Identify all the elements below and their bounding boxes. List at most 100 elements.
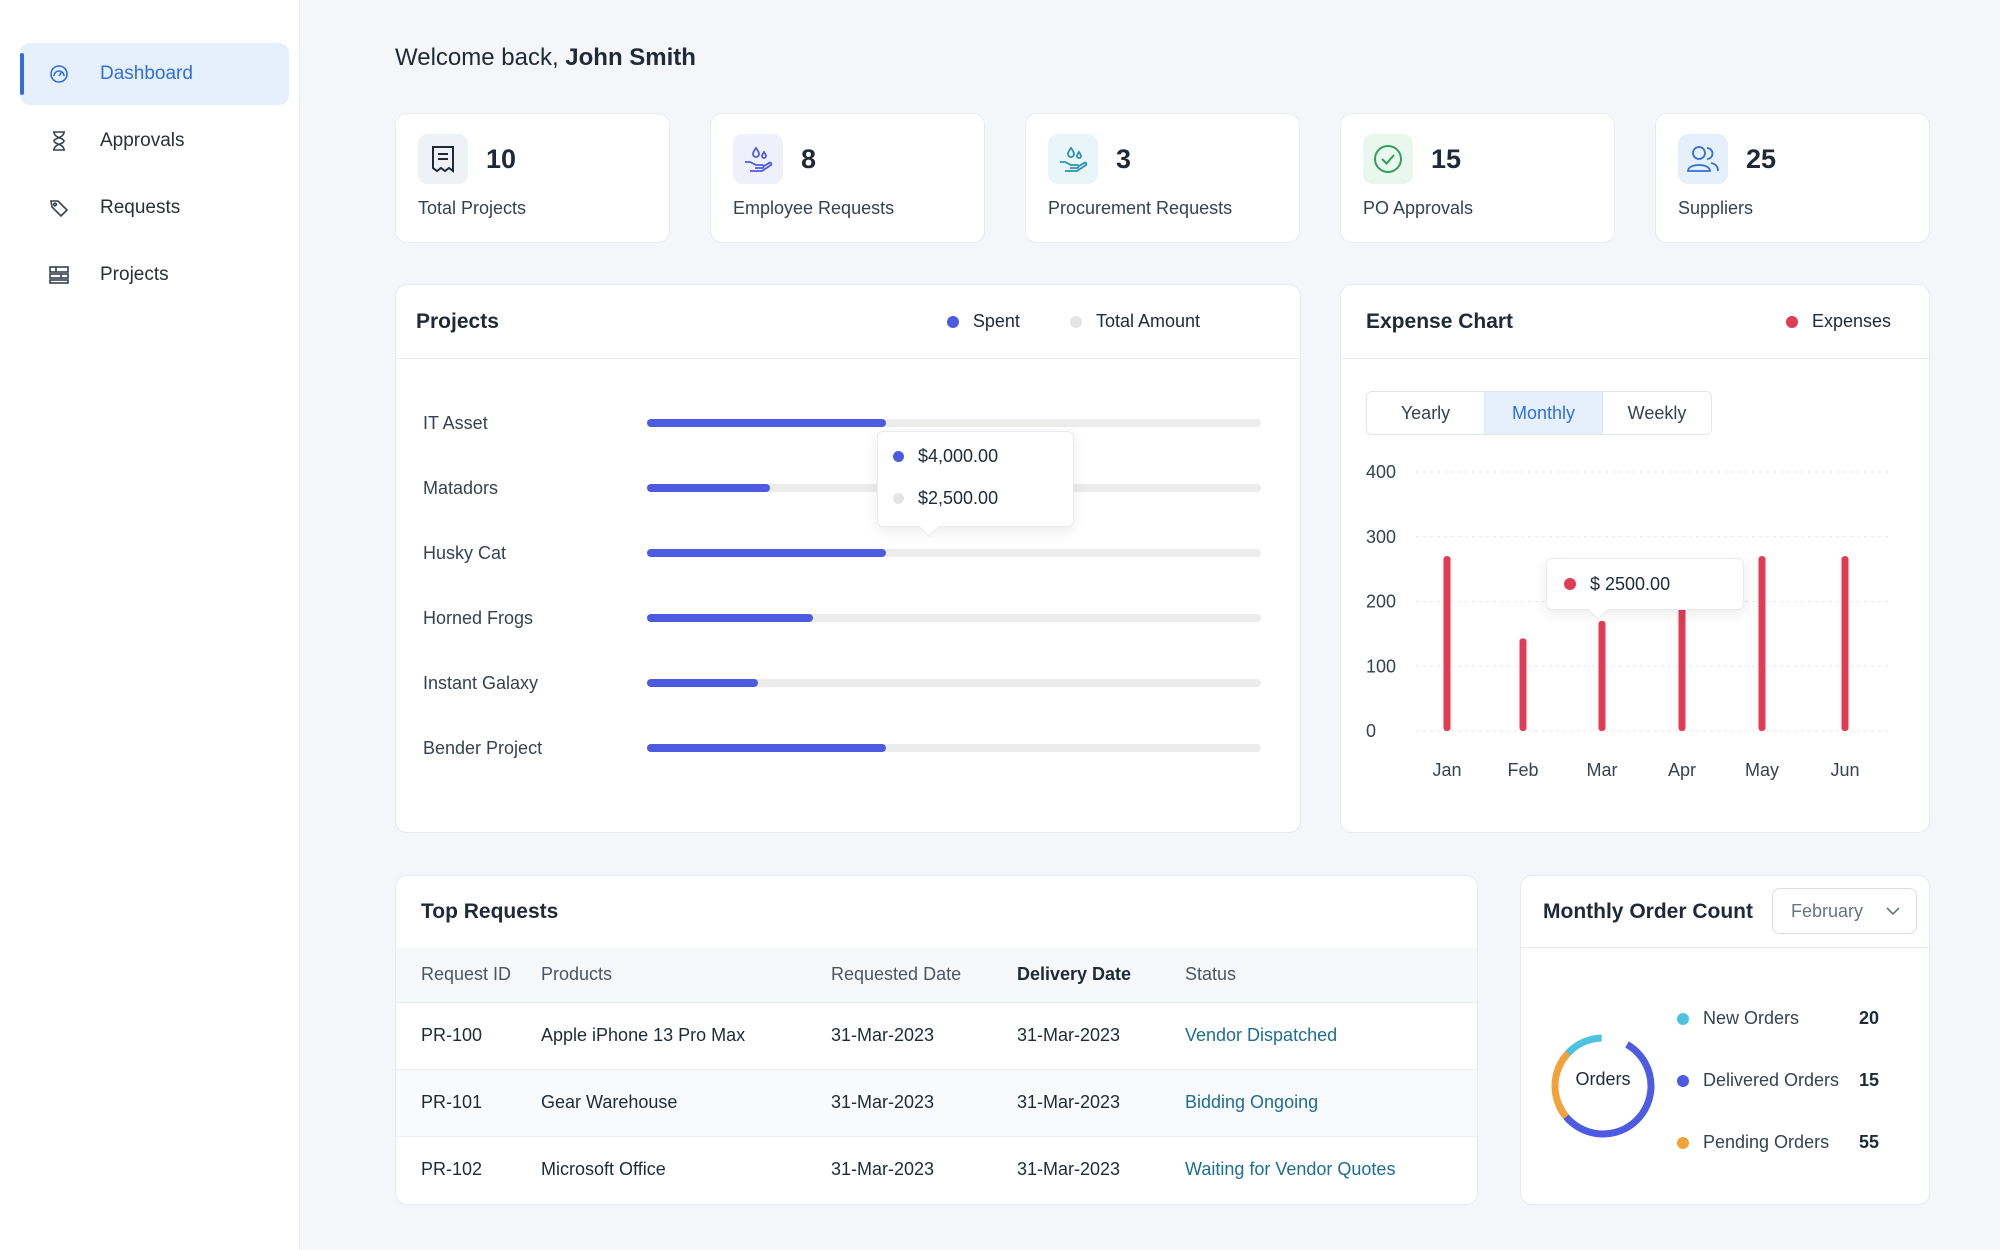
expense-bar-jan[interactable] (1443, 556, 1451, 731)
sidebar-item-requests[interactable]: Requests (20, 177, 289, 239)
tab-yearly[interactable]: Yearly (1367, 392, 1485, 434)
cell-request-id: PR-102 (421, 1159, 483, 1180)
stat-label: Suppliers (1678, 198, 1754, 218)
tooltip-dot-spent (893, 451, 904, 462)
month-select[interactable]: February (1772, 888, 1917, 934)
tag-icon (48, 197, 70, 219)
users-icon (1678, 134, 1728, 184)
col-request-id[interactable]: Request ID (396, 948, 541, 1003)
project-row[interactable]: Husky Cat (423, 538, 1261, 568)
sidebar-item-label: Dashboard (100, 63, 193, 84)
legend-dot-spent (946, 315, 959, 328)
projects-panel-header: Projects Spent Total Amount (396, 285, 1300, 359)
donut-center-label: Orders (1575, 1069, 1631, 1089)
panel-title: Monthly Order Count (1543, 899, 1753, 923)
panel-title: Expense Chart (1366, 309, 1514, 333)
x-tick-label: Apr (1668, 760, 1696, 780)
col-delivery-date[interactable]: Delivery Date (1017, 948, 1185, 1003)
expense-bar-feb[interactable] (1519, 638, 1527, 731)
donut-segment-new (1551, 1034, 1655, 1138)
hand-drops-icon (1048, 134, 1098, 184)
chevron-down-icon (1886, 906, 1900, 916)
spent-bar (647, 679, 758, 687)
cell-delivery-date: 31-Mar-2023 (1017, 1002, 1185, 1070)
table-row[interactable]: PR-101 Gear Warehouse 31-Mar-2023 31-Mar… (396, 1069, 1477, 1137)
col-products[interactable]: Products (541, 948, 831, 1003)
tab-monthly[interactable]: Monthly (1485, 392, 1603, 434)
order-legend-new: New Orders 20 (1677, 1008, 1879, 1029)
projects-legend: Spent Total Amount (946, 311, 1200, 332)
table-row[interactable]: PR-102 Microsoft Office 31-Mar-2023 31-M… (396, 1136, 1477, 1203)
sidebar-item-approvals[interactable]: Approvals (20, 110, 289, 172)
spent-bar (647, 549, 887, 557)
expense-tooltip: $ 2500.00 (1546, 558, 1744, 620)
spent-bar (647, 484, 770, 492)
x-tick-label: Jun (1830, 760, 1859, 780)
cell-status-link[interactable]: Vendor Dispatched (1185, 1002, 1477, 1070)
expense-bar-jun[interactable] (1841, 556, 1849, 731)
expense-bar-mar[interactable] (1598, 620, 1606, 731)
orders-donut (1551, 1034, 1655, 1138)
cell-requested-date: 31-Mar-2023 (831, 1069, 1017, 1137)
welcome-heading: Welcome back, John Smith (395, 44, 696, 71)
sidebar-item-dashboard[interactable]: Dashboard (20, 43, 289, 105)
project-row[interactable]: Instant Galaxy (423, 668, 1261, 698)
tooltip-dot-total (893, 493, 904, 504)
y-tick-label: 400 (1366, 462, 1396, 482)
stat-card-po-approvals[interactable]: 15 PO Approvals (1340, 113, 1615, 243)
cell-product: Apple iPhone 13 Pro Max (541, 1002, 831, 1070)
col-status[interactable]: Status (1185, 948, 1477, 1003)
project-row[interactable]: Horned Frogs (423, 603, 1261, 633)
tooltip-total-value: $2,500.00 (918, 488, 999, 508)
x-tick-label: Jan (1432, 760, 1461, 780)
project-row[interactable]: IT Asset (423, 408, 1261, 438)
cell-status-link[interactable]: Bidding Ongoing (1185, 1069, 1477, 1137)
x-tick-label: May (1745, 760, 1779, 780)
panel-title: Top Requests (421, 900, 559, 923)
spent-bar (647, 419, 887, 427)
project-track (647, 679, 1261, 687)
projects-panel: Projects Spent Total Amount IT Asset Mat… (395, 284, 1301, 833)
panel-title: Projects (416, 309, 499, 333)
stat-card-suppliers[interactable]: 25 Suppliers (1655, 113, 1930, 243)
project-row[interactable]: Matadors (423, 473, 1261, 503)
requests-table: Request ID Products Requested Date Deliv… (396, 948, 1477, 1203)
legend-label-expenses: Expenses (1811, 311, 1891, 331)
tab-weekly[interactable]: Weekly (1627, 402, 1687, 423)
spent-bar (647, 744, 887, 752)
cell-delivery-date: 31-Mar-2023 (1017, 1069, 1185, 1137)
order-legend-pending: Pending Orders 55 (1677, 1132, 1879, 1153)
stat-label: Total Projects (418, 198, 527, 218)
order-legend-delivered: Delivered Orders 15 (1677, 1070, 1879, 1091)
cell-requested-date: 31-Mar-2023 (831, 1159, 935, 1180)
expense-panel-header: Expense Chart Expenses (1341, 285, 1929, 359)
stat-value: 3 (1116, 143, 1132, 174)
col-requested-date[interactable]: Requested Date (831, 948, 1017, 1003)
expense-bar-chart: 0 100 200 300 400 Jan Feb Mar Apr May Jun (1366, 462, 1891, 780)
projects-tooltip: $4,000.00 $2,500.00 (877, 431, 1074, 537)
cell-request-id: PR-101 (396, 1069, 541, 1137)
expense-bar-apr[interactable] (1678, 598, 1686, 731)
cell-product: Microsoft Office (541, 1159, 666, 1180)
table-row[interactable]: PR-100 Apple iPhone 13 Pro Max 31-Mar-20… (396, 1002, 1477, 1070)
cell-status-link[interactable]: Waiting for Vendor Quotes (1185, 1159, 1396, 1180)
y-tick-label: 0 (1366, 721, 1376, 741)
spent-bar (647, 614, 813, 622)
expense-bar-may[interactable] (1758, 556, 1766, 731)
stat-card-procurement-requests[interactable]: 3 Procurement Requests (1025, 113, 1300, 243)
cell-request-id: PR-100 (396, 1002, 541, 1070)
project-row[interactable]: Bender Project (423, 733, 1261, 763)
tooltip-expense-value: $ 2500.00 (1590, 573, 1671, 594)
cell-delivery-date: 31-Mar-2023 (1017, 1159, 1121, 1180)
stat-card-employee-requests[interactable]: 8 Employee Requests (710, 113, 985, 243)
x-tick-label: Mar (1587, 760, 1618, 780)
y-tick-label: 300 (1366, 527, 1396, 547)
sidebar-item-label: Projects (100, 264, 169, 285)
check-circle-icon (1363, 134, 1413, 184)
legend-dot-expenses (1785, 315, 1798, 328)
stat-card-total-projects[interactable]: 10 Total Projects (395, 113, 670, 243)
monthly-order-count-panel: Monthly Order Count February Orders New … (1520, 875, 1930, 1205)
expense-legend: Expenses (1785, 311, 1891, 332)
sidebar-item-projects[interactable]: Projects (20, 244, 289, 306)
stat-value: 25 (1746, 143, 1777, 174)
